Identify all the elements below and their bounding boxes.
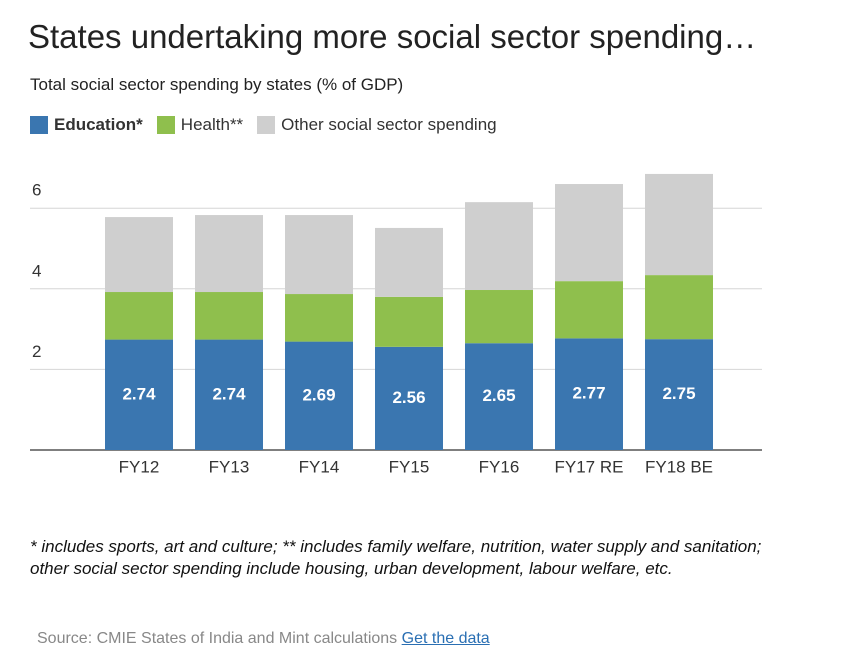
bar-segment bbox=[645, 173, 713, 276]
x-tick-label: FY13 bbox=[209, 457, 250, 476]
data-link[interactable]: Get the data bbox=[401, 630, 490, 647]
legend-swatch bbox=[257, 116, 276, 134]
x-tick-label: FY15 bbox=[389, 457, 430, 476]
bar-segment bbox=[375, 227, 443, 297]
x-tick-label: FY12 bbox=[119, 457, 160, 476]
bar-segment bbox=[375, 346, 443, 450]
x-tick-label: FY14 bbox=[299, 457, 340, 476]
bar-segment bbox=[645, 275, 713, 340]
bar-segment bbox=[555, 281, 623, 339]
bar-segment bbox=[105, 292, 173, 340]
bar-segment bbox=[465, 202, 533, 291]
bar-segment bbox=[555, 338, 623, 450]
bar-segment bbox=[645, 339, 713, 450]
footnote: * includes sports, art and culture; ** i… bbox=[30, 537, 762, 578]
legend-item: Other social sector spending bbox=[257, 115, 497, 135]
bar-segment bbox=[555, 184, 623, 282]
x-tick-label: FY16 bbox=[479, 457, 520, 476]
bar-segment bbox=[195, 292, 263, 340]
chart-subtitle: Total social sector spending by states (… bbox=[30, 75, 404, 94]
bar-segment bbox=[105, 339, 173, 450]
legend-swatch bbox=[30, 116, 48, 134]
data-label: 2.69 bbox=[302, 385, 335, 404]
bar-segment bbox=[285, 294, 353, 342]
data-label: 2.77 bbox=[572, 384, 605, 403]
source: Source: CMIE States of India and Mint ca… bbox=[37, 630, 398, 647]
chart: 2 4 6 2.74 FY12 2.74 FY13 2.69 FY14 2.56 FY15 2.65 F… bbox=[30, 173, 762, 476]
x-tick-label: FY18 BE bbox=[645, 457, 713, 476]
legend-item: Health** bbox=[156, 115, 244, 135]
legend-label: Education* bbox=[54, 115, 143, 134]
data-label: 2.74 bbox=[212, 384, 246, 403]
source-line: Source: CMIE States of India and Mint ca… bbox=[37, 630, 490, 648]
bar-segment bbox=[195, 339, 263, 450]
data-label: 2.75 bbox=[662, 384, 695, 403]
bar-segment bbox=[285, 341, 353, 450]
y-tick-label: 2 bbox=[32, 342, 41, 361]
x-tick-label: FY17 RE bbox=[555, 457, 624, 476]
legend: Education* Health** Other social sector sp… bbox=[30, 115, 497, 135]
legend-label: Other social sector spending bbox=[281, 115, 497, 134]
chart-title: States undertaking more social sector sp… bbox=[28, 18, 757, 55]
bar-segment bbox=[195, 215, 263, 293]
legend-item: Education* bbox=[30, 115, 143, 135]
data-label: 2.56 bbox=[392, 388, 425, 407]
y-tick-label: 4 bbox=[32, 261, 41, 280]
data-label: 2.65 bbox=[482, 386, 515, 405]
bar-segment bbox=[285, 215, 353, 295]
bar-segment bbox=[375, 296, 443, 347]
bar-segment bbox=[465, 290, 533, 344]
bar-segment bbox=[105, 217, 173, 293]
bar-segment bbox=[465, 343, 533, 450]
legend-label: Health** bbox=[180, 115, 244, 134]
legend-swatch bbox=[156, 116, 175, 134]
y-tick-label: 6 bbox=[32, 181, 41, 200]
data-label: 2.74 bbox=[122, 384, 156, 403]
